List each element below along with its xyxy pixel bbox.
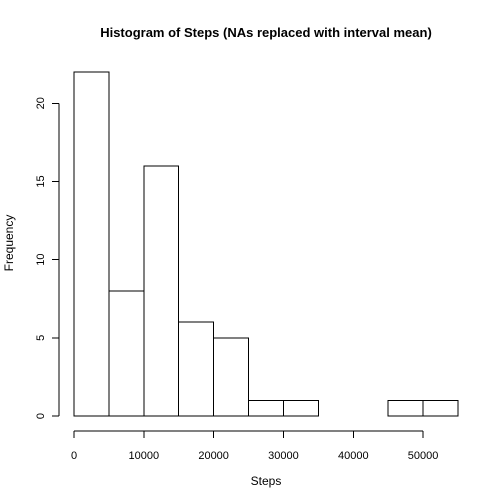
y-tick-label: 20 <box>35 97 47 109</box>
histogram-bar <box>108 290 145 417</box>
x-tick-label: 40000 <box>338 450 369 462</box>
y-tick-label: 15 <box>35 175 47 187</box>
y-axis: 0 5 10 15 20 <box>35 97 60 419</box>
x-axis: 0 10000 20000 30000 40000 50000 <box>71 430 439 462</box>
bars-group <box>73 71 459 417</box>
x-tick-label: 0 <box>71 450 77 462</box>
chart-title: Histogram of Steps (NAs replaced with in… <box>100 25 432 40</box>
histogram-bar <box>178 321 215 417</box>
y-tick-label: 10 <box>35 254 47 266</box>
x-tick-label: 30000 <box>268 450 299 462</box>
histogram-bar <box>422 399 459 417</box>
y-tick-label: 0 <box>35 413 47 419</box>
histogram-bar <box>283 399 319 417</box>
x-tick-label: 50000 <box>408 450 439 462</box>
histogram-bar <box>248 399 284 417</box>
histogram-bar <box>387 399 424 417</box>
x-tick-label: 10000 <box>129 450 160 462</box>
y-tick-label: 5 <box>35 335 47 341</box>
y-axis-label: Frequency <box>2 215 16 272</box>
x-tick-label: 20000 <box>198 450 229 462</box>
x-axis-label: Steps <box>251 474 282 488</box>
histogram-bar <box>213 337 250 417</box>
histogram-bar <box>73 71 110 417</box>
histogram-bar <box>143 165 180 417</box>
